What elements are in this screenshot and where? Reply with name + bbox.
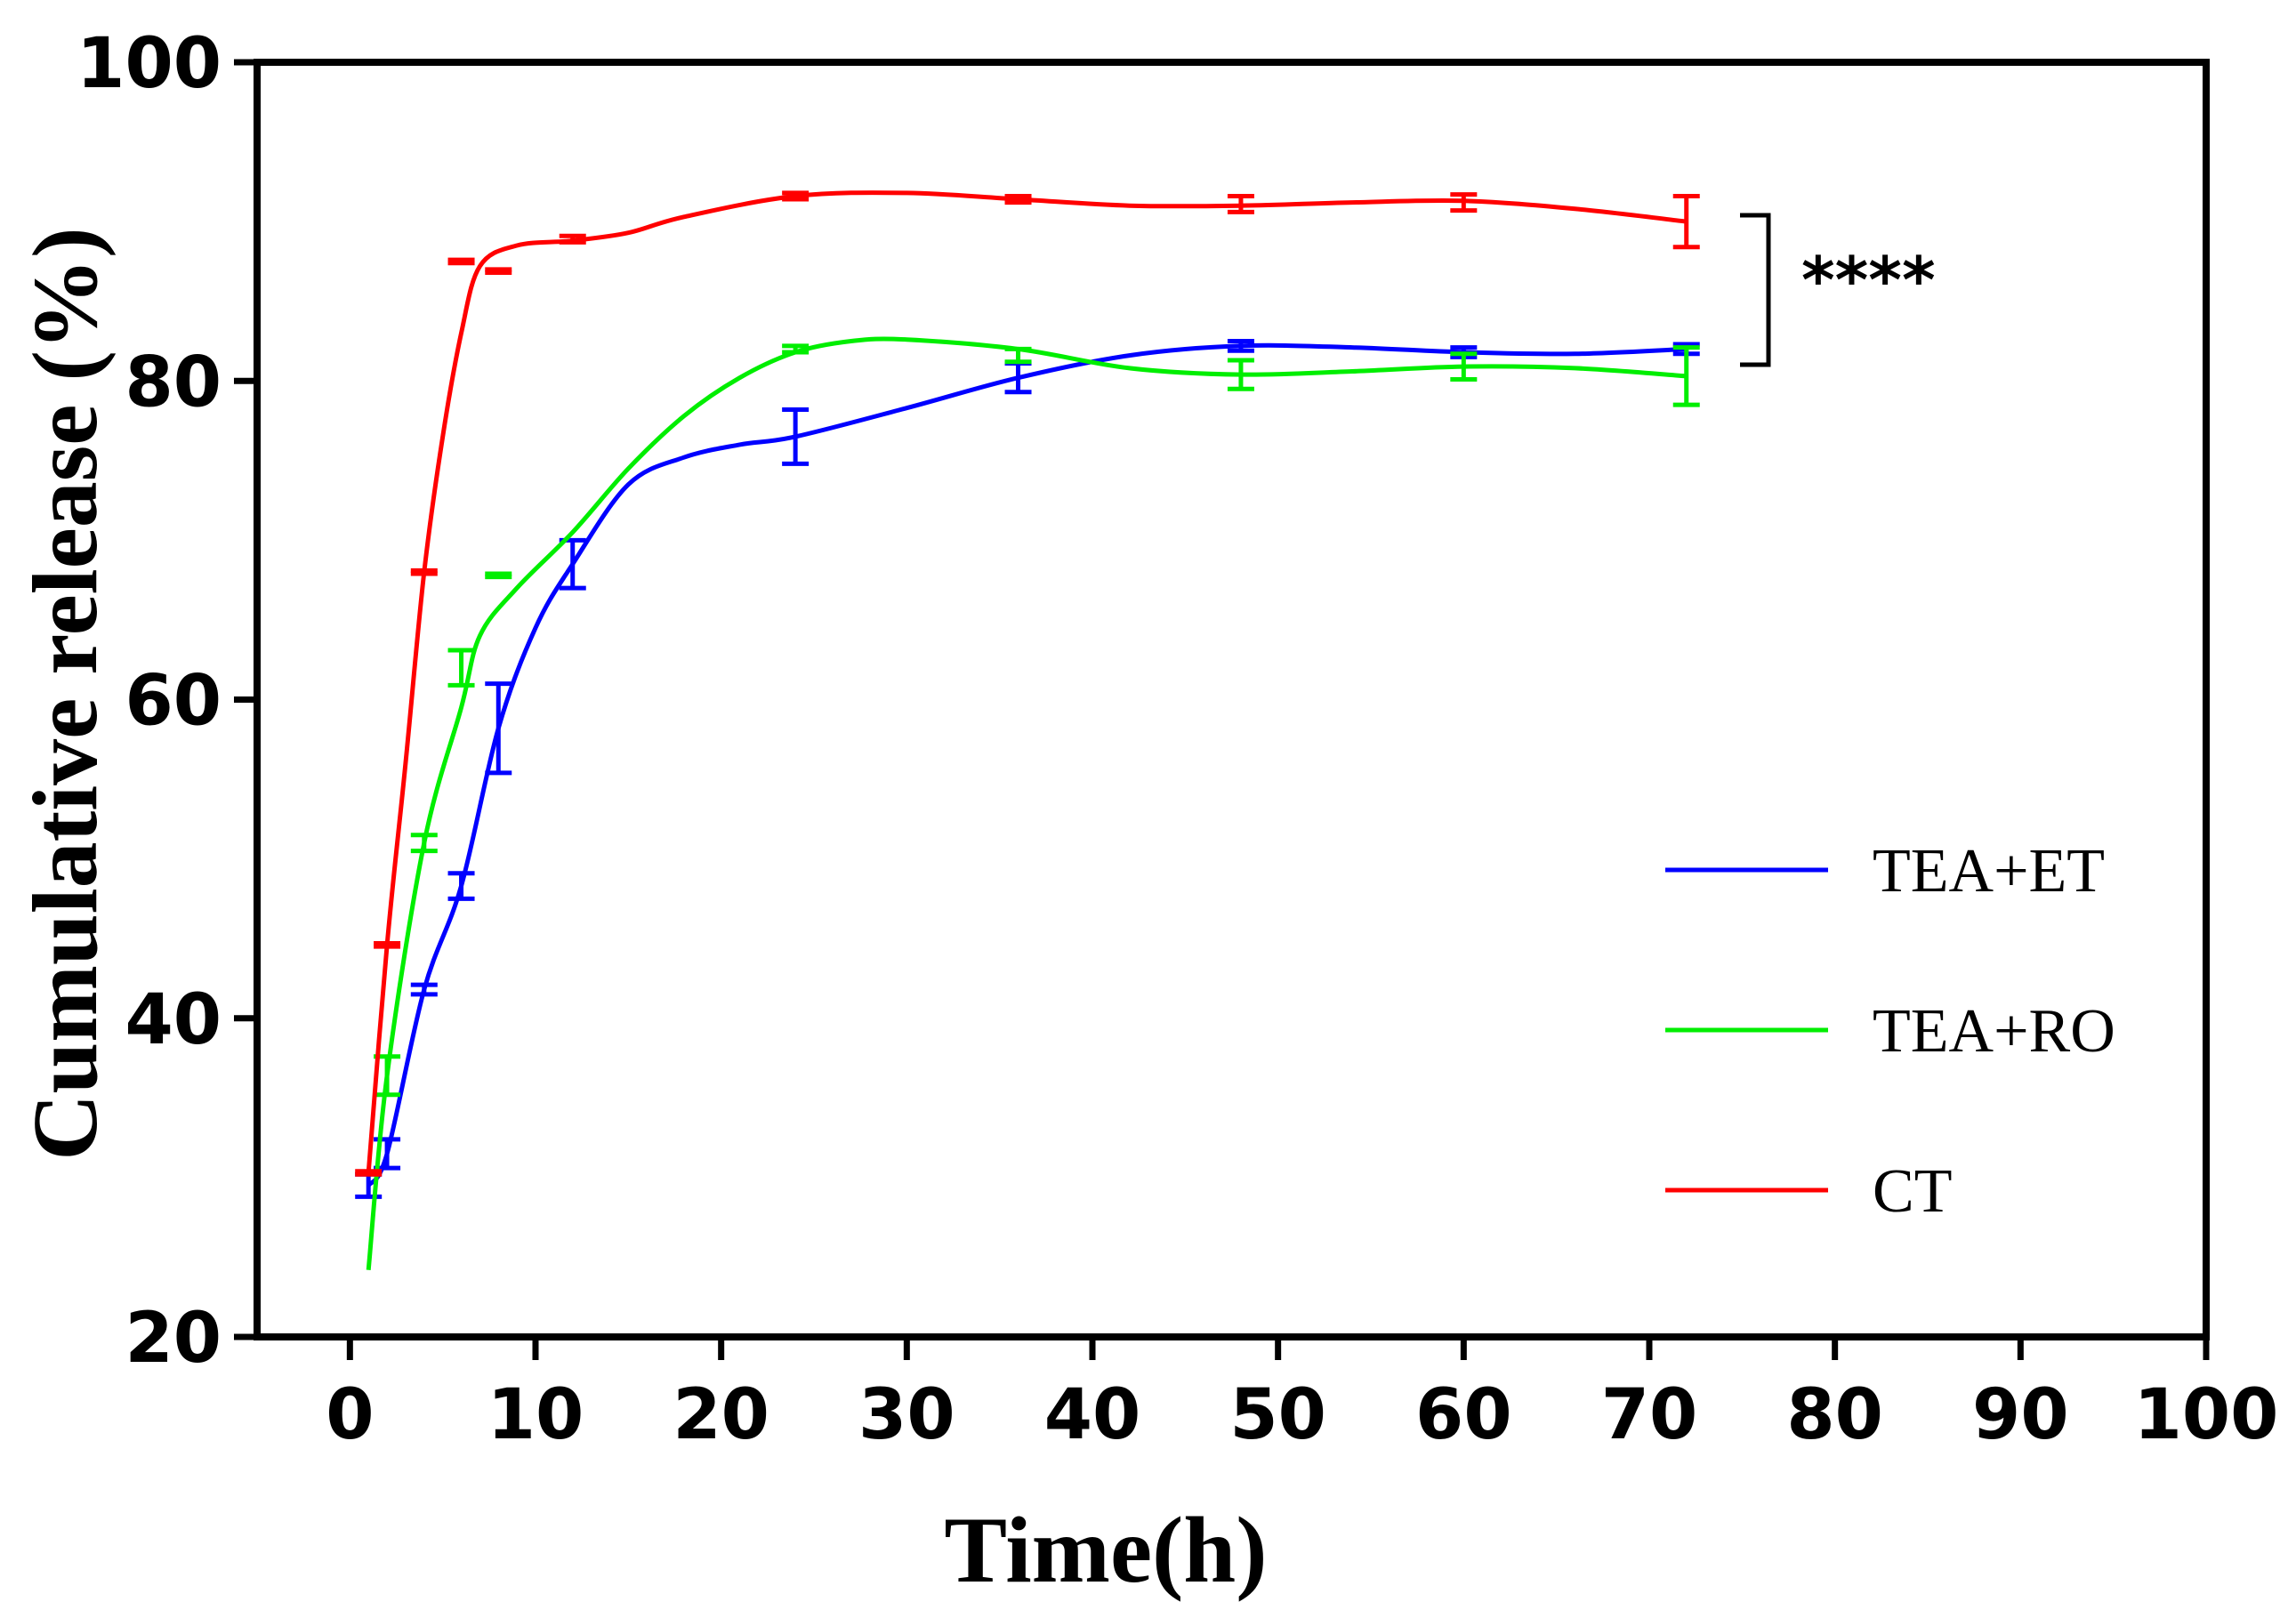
error-bar-tea-et (485, 681, 512, 776)
error-bar-tea-ro (1004, 346, 1032, 365)
error-bar-ct (1227, 193, 1254, 214)
series-ct (355, 190, 1700, 1177)
y-tick-label: 80 (125, 342, 222, 423)
series-tea-ro (366, 336, 1700, 1271)
series-line-tea-et (367, 342, 1687, 1187)
error-bar-ct (447, 257, 475, 266)
legend-item-tea-et: TEA+ET (1665, 837, 2105, 906)
error-bar-tea-ro (1672, 345, 1700, 407)
y-tick-label: 60 (125, 662, 222, 742)
legend-label: TEA+ET (1873, 837, 2105, 906)
x-tick-label: 60 (1415, 1375, 1512, 1455)
significance-label: **** (1801, 243, 1936, 318)
error-bar-ct (559, 233, 586, 245)
error-bar-tea-et (1227, 338, 1254, 353)
error-bar-tea-ro (447, 648, 475, 688)
error-bar-ct (1672, 193, 1700, 250)
error-bar-ct (1450, 192, 1478, 213)
significance-bracket-line (1740, 213, 1771, 367)
x-tick-label: 100 (2134, 1375, 2279, 1455)
legend: TEA+ET TEA+RO CT (1665, 837, 2115, 1226)
legend-label: CT (1873, 1157, 1952, 1226)
x-tick-label: 50 (1229, 1375, 1326, 1455)
y-tick-label: 20 (125, 1299, 222, 1379)
legend-item-tea-ro: TEA+RO (1665, 997, 2115, 1066)
y-tick-label: 100 (77, 24, 222, 104)
x-tick-label: 30 (858, 1375, 955, 1455)
error-bar-tea-ro (485, 571, 512, 580)
error-bar-tea-ro (410, 833, 438, 854)
axes-layer: 0 10 20 30 40 50 60 70 80 90 100 20 40 60 80 100 (77, 24, 2278, 1455)
x-tick-label: 0 (326, 1375, 374, 1455)
error-bar-tea-ro (1227, 358, 1254, 391)
error-bar-tea-ro (782, 343, 810, 355)
x-tick-label: 40 (1044, 1375, 1141, 1455)
x-tick-label: 90 (1972, 1375, 2069, 1455)
error-bar-tea-et (447, 871, 475, 901)
x-tick-label: 70 (1601, 1375, 1698, 1455)
x-tick-label: 20 (673, 1375, 769, 1455)
error-bar-tea-et (410, 982, 438, 997)
error-bar-ct (1004, 193, 1032, 205)
series-line-tea-ro (366, 336, 1687, 1271)
x-axis-title: Time(h) (944, 1498, 1267, 1602)
significance-bracket: **** (1740, 213, 1936, 367)
x-tick-label: 10 (487, 1375, 584, 1455)
series-tea-et (355, 338, 1700, 1199)
legend-label: TEA+RO (1873, 997, 2115, 1066)
error-bar-ct (410, 568, 438, 576)
legend-item-ct: CT (1665, 1157, 1952, 1226)
x-tick-label: 80 (1786, 1375, 1883, 1455)
error-bar-ct (782, 190, 810, 202)
error-bar-ct (355, 1169, 383, 1177)
error-bar-tea-et (782, 407, 810, 466)
y-tick-label: 40 (125, 980, 222, 1060)
y-axis-title: Cumulative release (%) (14, 227, 117, 1160)
error-bar-ct (485, 267, 512, 275)
error-bar-tea-ro (1450, 351, 1478, 382)
series-layer (355, 190, 1700, 1271)
series-line-ct (366, 190, 1687, 1173)
error-bar-ct (374, 941, 401, 949)
